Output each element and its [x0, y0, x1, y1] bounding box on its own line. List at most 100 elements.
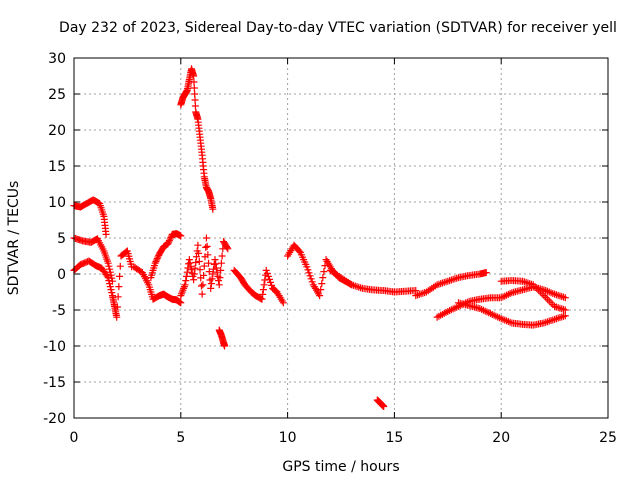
data-point [104, 259, 112, 267]
data-point [561, 294, 569, 302]
data-point [106, 280, 114, 288]
series-track-scatter [177, 234, 232, 300]
data-point [540, 292, 548, 300]
x-tick-label: 0 [70, 430, 79, 446]
data-point [207, 284, 215, 292]
data-point [165, 237, 173, 245]
data-point [308, 278, 316, 286]
y-tick-label: 10 [48, 195, 66, 211]
data-point [263, 269, 271, 277]
data-point [190, 72, 198, 80]
y-tick-label: -5 [52, 303, 66, 319]
data-point [317, 286, 325, 294]
data-point [265, 275, 273, 283]
data-point [177, 299, 185, 307]
grid [74, 58, 608, 418]
data-point [187, 266, 195, 274]
data-point [217, 266, 225, 274]
data-point [258, 295, 266, 303]
data-point [154, 253, 162, 261]
x-tick-label: 25 [599, 430, 617, 446]
axis-ticks: 0 5 10 15 20 25 -20 -15 -10 -5 0 5 10 15 20 25 30 [43, 51, 617, 446]
data-point [190, 84, 198, 92]
data-point [113, 303, 121, 311]
data-point [102, 230, 110, 238]
data-point [304, 266, 312, 274]
data-point [103, 272, 111, 280]
data-points [70, 65, 569, 410]
series-track-late-c [454, 299, 569, 329]
x-tick-label: 10 [279, 430, 297, 446]
data-point [116, 272, 124, 280]
data-point [215, 277, 223, 285]
data-point [305, 269, 313, 277]
data-point [268, 281, 276, 289]
series-track-night [326, 266, 420, 296]
data-point [151, 259, 159, 267]
data-point [264, 272, 272, 280]
data-point [164, 240, 172, 248]
series-track-peak [177, 65, 217, 213]
data-point [113, 313, 121, 321]
data-point [204, 251, 212, 259]
series-track-late-a [412, 269, 490, 300]
data-point [320, 268, 328, 276]
data-point [187, 262, 195, 270]
data-point [106, 265, 114, 273]
y-tick-label: 15 [48, 159, 66, 175]
data-point [191, 90, 199, 98]
data-point [153, 255, 161, 263]
data-point [209, 205, 217, 213]
data-point [105, 262, 113, 270]
data-point [202, 234, 210, 242]
data-point [115, 283, 123, 291]
data-point [543, 295, 551, 303]
data-point [195, 258, 203, 266]
data-point [260, 281, 268, 289]
data-point [104, 274, 112, 282]
data-point [279, 299, 287, 307]
data-point [152, 258, 160, 266]
data-point [200, 262, 208, 270]
x-axis-label: GPS time / hours [282, 459, 399, 475]
data-point [106, 268, 114, 276]
data-point [106, 283, 114, 291]
data-point [218, 252, 226, 260]
y-tick-label: 0 [57, 267, 66, 283]
plot-frame [73, 57, 609, 419]
data-point [105, 277, 113, 285]
data-point [213, 268, 221, 276]
data-point [181, 281, 189, 289]
series-track-evening [284, 241, 356, 300]
data-point [533, 284, 541, 292]
y-tick-label: 30 [48, 51, 66, 67]
data-point [259, 290, 267, 298]
data-point [224, 245, 232, 253]
data-point [183, 268, 191, 276]
data-point [116, 262, 124, 270]
data-point [306, 272, 314, 280]
data-point [207, 280, 215, 288]
data-point [211, 256, 219, 264]
data-point [203, 242, 211, 250]
data-point [307, 275, 315, 283]
data-point [205, 268, 213, 276]
data-point [185, 256, 193, 264]
data-point [561, 306, 569, 314]
y-tick-label: -10 [43, 339, 66, 355]
data-point [295, 247, 303, 255]
data-point [303, 263, 311, 271]
data-point [380, 402, 388, 410]
y-axis-label: SDTVAR / TECUs [6, 181, 22, 296]
data-point [216, 274, 224, 282]
data-point [177, 232, 185, 240]
data-point [191, 102, 199, 110]
series-track-afternoon [230, 266, 287, 307]
data-point [190, 276, 198, 284]
data-point [212, 264, 220, 272]
data-point [195, 249, 203, 257]
data-point [182, 277, 190, 285]
data-point [223, 244, 231, 252]
x-tick-label: 5 [176, 430, 185, 446]
data-point [545, 297, 553, 305]
